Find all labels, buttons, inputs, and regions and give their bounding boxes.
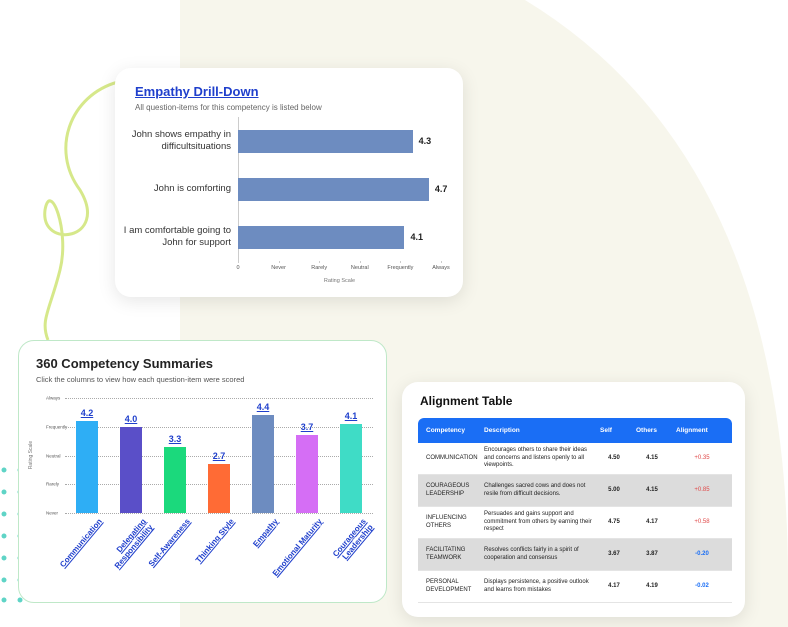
y-tick-label: Rarely [46,481,60,487]
grid-line [65,513,373,514]
table-cell: -0.20 [672,538,732,571]
bar[interactable] [208,464,230,513]
tick-mark [359,261,361,263]
table-body: COMMUNICATION Encourages others to share … [418,443,732,603]
bar[interactable] [120,426,142,513]
column-header: Alignment [672,418,732,443]
value-label: 3.7 [300,422,314,433]
value-label: 3.3 [168,433,182,444]
table-cell: 4.15 [632,443,672,475]
table-cell: 5.00 [596,474,632,507]
table-cell: +0.58 [672,506,732,539]
value-label: 4.2 [80,408,94,418]
tick-mark [400,261,402,263]
chart-subtitle: All question-items for this competency i… [135,103,322,112]
grid-line [65,455,373,457]
table-cell: 4.17 [596,570,632,603]
y-tick-label: Neutral [46,453,61,458]
y-tick-label: Always [46,395,61,401]
y-axis-label: Rating Scale [28,440,34,470]
value-label: 4.0 [124,413,138,424]
value-label: 4.4 [256,402,270,413]
table-cell: COURAGEOUS LEADERSHIP [418,474,480,507]
value-label: 4.1 [410,232,423,242]
table-cell: +0.85 [672,474,732,507]
tick-mark [278,261,280,263]
table-cell: 4.17 [632,506,672,539]
table-cell: FACILITATING TEAMWORK [418,538,480,571]
bar[interactable] [76,421,98,513]
bar [238,177,429,201]
tick-mark [441,261,442,263]
bar[interactable] [164,446,186,513]
chart-title: Empathy Drill-Down [135,84,259,99]
table-cell: 4.19 [632,570,672,603]
table-row: PERSONAL DEVELOPMENT Displays persistence… [418,570,732,603]
bar [238,129,413,153]
y-tick-label: Frequently [46,424,68,430]
table-cell: INFLUENCING OTHERS [418,506,480,539]
x-tick-label: Always [432,265,450,271]
x-tick-label: Neutral [350,265,369,271]
table-cell: 4.75 [596,506,632,539]
value-label: 2.7 [212,451,226,462]
bar[interactable] [340,423,362,513]
table-cell: 4.50 [596,443,632,475]
table-cell: +0.35 [672,443,732,475]
table-cell: Persuades and gains support and commitme… [480,506,596,539]
table-title: Alignment Table [420,394,513,408]
decorative-squiggle [43,80,119,341]
column-header: Others [632,418,672,443]
table-cell: 3.87 [632,538,672,571]
x-tick-label: 0 [236,265,240,271]
table-row: INFLUENCING OTHERS Persuades and gains su… [418,506,732,539]
table-cell: Challenges sacred cows and does not resi… [480,474,596,507]
table-cell: Encourages others to share their ideas a… [480,443,596,475]
bar [238,225,405,249]
table-cell: 3.67 [596,538,632,571]
table-cell: COMMUNICATION [418,443,480,475]
table-cell: -0.02 [672,570,732,603]
table-cell: 4.15 [632,474,672,507]
table-cell: PERSONAL DEVELOPMENT [418,570,480,603]
bar[interactable] [252,415,274,513]
value-label: 4.7 [434,184,448,194]
x-tick-label: Never [271,265,286,271]
y-tick-label: John is comforting [153,183,231,195]
column-header: Description [480,418,596,443]
column-header: Self [596,418,632,443]
x-tick-label: Rarely [311,265,328,271]
value-label: 4.3 [418,136,432,146]
y-tick-label: I am comfortable going to John for suppo… [123,225,231,248]
x-tick-label: Frequently [387,265,414,271]
grid-line [65,398,373,399]
y-tick-label: Never [46,510,59,516]
table-row: COMMUNICATION Encourages others to share … [418,443,732,475]
grid-line [65,426,373,428]
table-row: FACILITATING TEAMWORK Resolves conflicts … [418,538,732,571]
tick-mark [319,261,321,263]
y-tick-label: John shows empathy in difficultsituation… [131,129,231,152]
table-header: Competency Description Self Others Alignment [418,418,732,443]
alignment-table: Competency Description Self Others Alignment… [418,418,732,603]
x-axis-label: Rating Scale [323,278,356,284]
bar[interactable] [296,435,318,513]
column-header: Competency [418,418,480,443]
chart-subtitle: Click the columns to view how each quest… [36,375,245,384]
tick-mark [238,261,239,263]
chart-title: 360 Competency Summaries [36,356,214,371]
table-cell: Resolves conflicts fairly in a spirit of… [480,538,596,571]
table-cell: Displays persistence, a positive outlook… [480,570,596,603]
table-row: COURAGEOUS LEADERSHIP Challenges sacred c… [418,474,732,507]
value-label: 4.1 [344,410,358,421]
